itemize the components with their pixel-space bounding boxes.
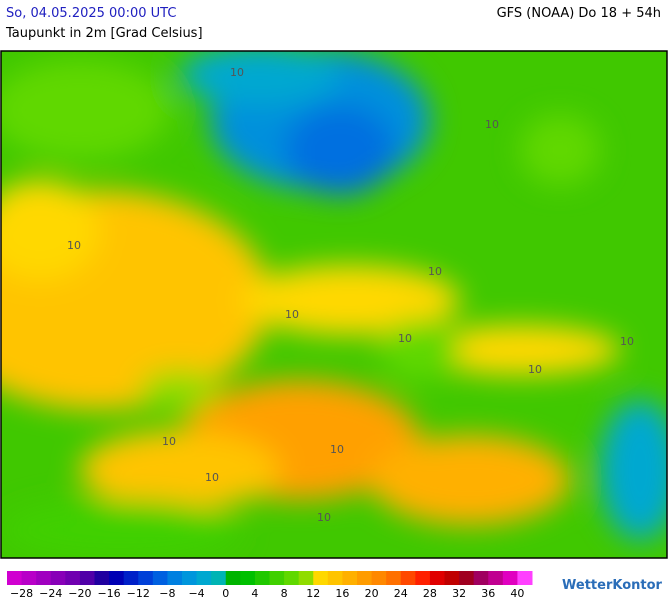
contour-label: 10 xyxy=(205,471,219,484)
legend-swatch xyxy=(50,571,66,585)
legend-swatch xyxy=(152,571,168,585)
legend-tick-label: 36 xyxy=(481,587,495,600)
legend-swatch xyxy=(371,571,387,585)
legend-swatch xyxy=(298,571,314,585)
contour-label: 10 xyxy=(67,239,81,252)
legend-swatch xyxy=(444,571,460,585)
legend-swatch xyxy=(79,571,95,585)
legend-swatch xyxy=(196,571,212,585)
legend-tick-label: −20 xyxy=(68,587,91,600)
legend-swatch xyxy=(488,571,504,585)
legend-tick-label: −8 xyxy=(159,587,175,600)
legend-tick-label: −24 xyxy=(39,587,62,600)
contour-label: 10 xyxy=(162,435,176,448)
legend-tick-label: 28 xyxy=(423,587,437,600)
legend-tick-label: 0 xyxy=(222,587,229,600)
legend-swatch xyxy=(21,571,37,585)
contour-label: 10 xyxy=(230,66,244,79)
legend-tick-label: −4 xyxy=(188,587,204,600)
contour-label: 10 xyxy=(485,118,499,131)
legend-tick-label: 16 xyxy=(335,587,349,600)
legend-swatch xyxy=(123,571,139,585)
legend-swatch xyxy=(254,571,270,585)
legend-swatch xyxy=(502,571,518,585)
legend-swatch xyxy=(459,571,475,585)
legend-swatch xyxy=(109,571,125,585)
legend-swatch xyxy=(284,571,300,585)
legend-tick-label: −12 xyxy=(127,587,150,600)
legend-tick-label: 24 xyxy=(394,587,408,600)
legend-tick-label: 12 xyxy=(306,587,320,600)
legend-swatch xyxy=(327,571,343,585)
legend-swatch xyxy=(138,571,154,585)
legend-swatch xyxy=(357,571,373,585)
datetime: So, 04.05.2025 00:00 UTC xyxy=(6,6,177,21)
legend-swatch xyxy=(225,571,241,585)
contour-label: 10 xyxy=(620,335,634,348)
legend-swatch xyxy=(240,571,256,585)
legend-tick-label: −28 xyxy=(10,587,33,600)
legend-swatch xyxy=(94,571,110,585)
legend-tick-label: −16 xyxy=(97,587,120,600)
legend-tick-label: 8 xyxy=(281,587,288,600)
legend-swatch xyxy=(167,571,183,585)
legend-swatch xyxy=(386,571,402,585)
legend-swatch xyxy=(36,571,52,585)
contour-label: 10 xyxy=(285,308,299,321)
legend-swatch xyxy=(473,571,489,585)
contour-label: 10 xyxy=(317,511,331,524)
map-frame xyxy=(0,50,668,559)
contour-label: 10 xyxy=(398,332,412,345)
legend-swatch xyxy=(7,571,23,585)
model: GFS (NOAA) Do 18 + 54h xyxy=(496,6,661,21)
field xyxy=(1,51,667,558)
legend-swatch xyxy=(313,571,329,585)
contour-label: 10 xyxy=(528,363,542,376)
legend-tick-label: 40 xyxy=(510,587,524,600)
legend-tick-label: 4 xyxy=(251,587,258,600)
legend-swatch xyxy=(429,571,445,585)
legend-swatch xyxy=(182,571,198,585)
subtitle: Taupunkt in 2m [Grad Celsius] xyxy=(6,26,203,41)
contour-label: 10 xyxy=(428,265,442,278)
legend-swatch xyxy=(517,571,533,585)
legend-swatch xyxy=(415,571,431,585)
brand: WetterKontor xyxy=(562,578,663,593)
legend-swatch xyxy=(269,571,285,585)
legend-swatch xyxy=(211,571,227,585)
legend-swatch xyxy=(342,571,358,585)
legend-tick-label: 20 xyxy=(365,587,379,600)
legend-tick-label: 32 xyxy=(452,587,466,600)
contour-label: 10 xyxy=(330,443,344,456)
legend-swatch xyxy=(65,571,81,585)
legend-swatch xyxy=(400,571,416,585)
